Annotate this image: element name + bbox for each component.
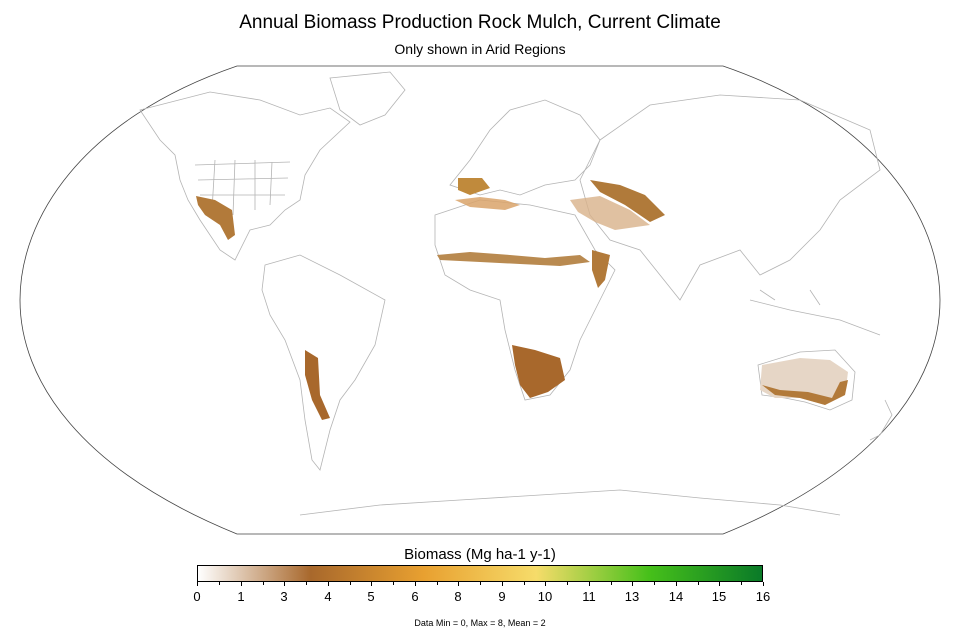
colorbar-minor-tick	[524, 582, 525, 585]
region-andes-argentina	[305, 350, 330, 420]
colorbar-tick	[284, 582, 285, 586]
colorbar-tick	[589, 582, 590, 586]
region-north-africa-coast	[455, 197, 520, 210]
colorbar-minor-tick	[567, 582, 568, 585]
colorbar-tick-label: 8	[454, 589, 462, 604]
colorbar-tick	[328, 582, 329, 586]
colorbar-minor-tick	[263, 582, 264, 585]
colorbar-tick-label: 6	[411, 589, 419, 604]
colorbar-minor-tick	[350, 582, 351, 585]
south-america-outline	[261, 254, 386, 471]
colorbar-tick-label: 15	[711, 589, 727, 604]
colorbar-tick-label: 14	[668, 589, 684, 604]
colorbar	[197, 565, 763, 582]
colorbar-tick	[763, 582, 764, 586]
colorbar-tick-label: 16	[755, 589, 771, 604]
colorbar-minor-tick	[611, 582, 612, 585]
region-middle-east-central-asia	[590, 180, 665, 222]
colorbar-tick-label: 11	[582, 589, 596, 604]
new-zealand-outline	[869, 399, 893, 441]
region-southwest-africa	[512, 345, 565, 398]
colorbar-tick-label: 5	[367, 589, 375, 604]
antarctica-outline	[299, 489, 841, 516]
colorbar-minor-tick	[219, 582, 220, 585]
colorbar-tick-label: 4	[324, 589, 332, 604]
colorbar-tick	[632, 582, 633, 586]
colorbar-minor-tick	[306, 582, 307, 585]
colorbar-tick	[676, 582, 677, 586]
southeast-asia-islands	[749, 289, 881, 336]
globe-outline	[19, 65, 941, 535]
north-america-outline	[139, 91, 351, 261]
colorbar-tick-label: 10	[537, 589, 553, 604]
legend-title: Biomass (Mg ha-1 y-1)	[404, 546, 556, 563]
colorbar-minor-tick	[698, 582, 699, 585]
colorbar-minor-tick	[741, 582, 742, 585]
colorbar-minor-tick	[393, 582, 394, 585]
colorbar-tick	[197, 582, 198, 586]
asia-outline	[579, 94, 881, 301]
region-sahel	[437, 252, 590, 266]
colorbar-tick	[502, 582, 503, 586]
colorbar-tick	[241, 582, 242, 586]
colorbar-tick	[458, 582, 459, 586]
colorbar-minor-tick	[654, 582, 655, 585]
region-horn-of-africa	[592, 250, 610, 288]
data-stats: Data Min = 0, Max = 8, Mean = 2	[414, 618, 546, 628]
colorbar-tick-label: 3	[280, 589, 288, 604]
region-australia-edge	[762, 380, 848, 405]
colorbar-tick-label: 1	[237, 589, 245, 604]
us-states-grid	[194, 159, 291, 216]
colorbar-tick	[415, 582, 416, 586]
region-southwestern-us-mexico	[196, 196, 235, 240]
greenland-outline	[329, 71, 406, 126]
region-arabian-peninsula	[570, 196, 650, 230]
colorbar-tick	[719, 582, 720, 586]
map-subtitle: Only shown in Arid Regions	[394, 41, 566, 57]
colorbar-tick	[545, 582, 546, 586]
map-title: Annual Biomass Production Rock Mulch, Cu…	[239, 12, 721, 33]
europe-outline	[449, 99, 601, 196]
colorbar-tick-label: 13	[624, 589, 640, 604]
colorbar-minor-tick	[437, 582, 438, 585]
colorbar-tick-label: 0	[193, 589, 201, 604]
colorbar-minor-tick	[480, 582, 481, 585]
region-mediterranean	[458, 178, 490, 195]
colorbar-tick-label: 9	[498, 589, 506, 604]
colorbar-tick	[371, 582, 372, 586]
biomass-regions	[196, 178, 848, 420]
